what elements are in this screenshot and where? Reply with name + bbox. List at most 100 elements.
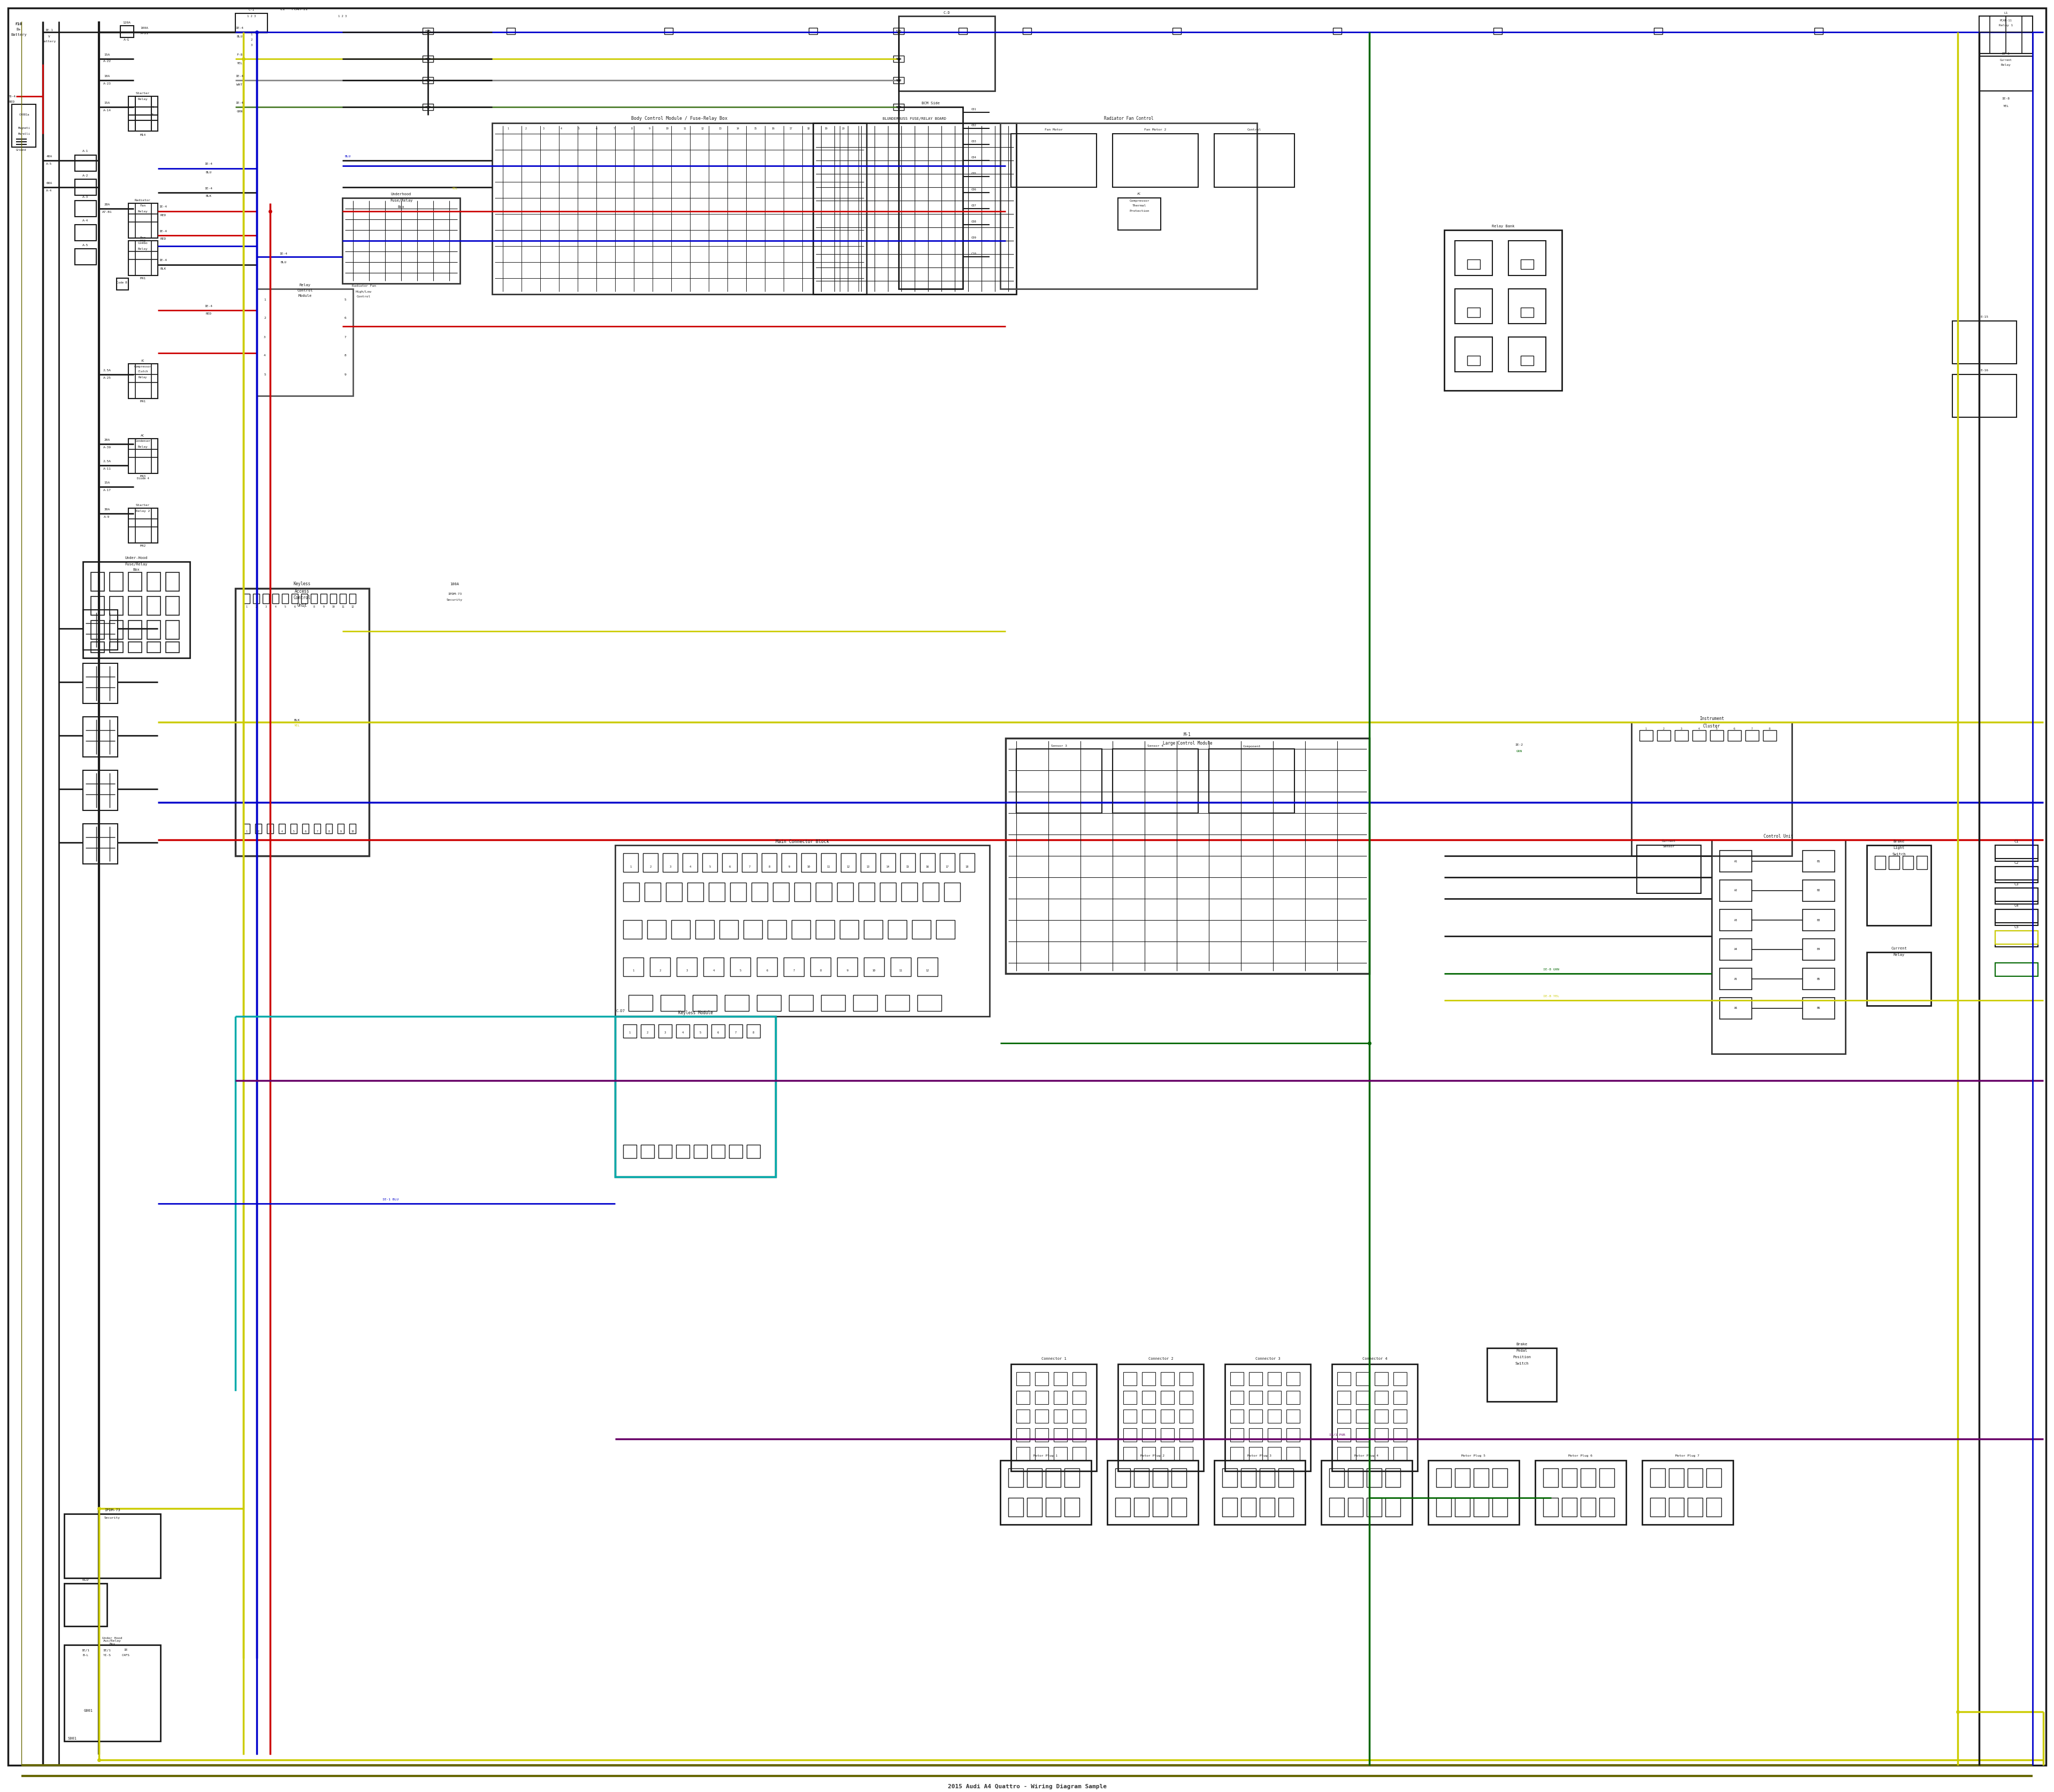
Text: 40A: 40A [45, 154, 51, 158]
Bar [423, 29, 433, 34]
Bar [1045, 1468, 1060, 1487]
Bar [423, 77, 433, 84]
Text: Relay: Relay [138, 247, 148, 251]
Text: C-D7: C-D7 [616, 1009, 624, 1012]
Text: B2: B2 [1818, 889, 1820, 892]
Text: Brake: Brake [1516, 1342, 1528, 1346]
Bar [1649, 1468, 1666, 1487]
Text: C1: C1 [2015, 840, 2019, 842]
Bar [1803, 909, 1834, 930]
Bar [752, 883, 768, 901]
Bar [90, 642, 105, 652]
Text: A2: A2 [1734, 889, 1738, 892]
Text: Pedal: Pedal [1516, 1349, 1528, 1353]
Text: IE-8 YEL: IE-8 YEL [1543, 995, 1559, 998]
Bar [725, 995, 750, 1011]
Bar [1000, 1460, 1091, 1525]
Bar [1980, 56, 2033, 91]
Text: 60A: 60A [45, 181, 51, 185]
Bar [127, 97, 158, 131]
Bar [1064, 1498, 1080, 1516]
Bar [74, 224, 97, 240]
Bar [1249, 1373, 1263, 1385]
Bar [1179, 1391, 1193, 1405]
Bar [902, 883, 918, 901]
Bar [121, 25, 134, 38]
Bar [1249, 1428, 1263, 1441]
Text: Relay: Relay [138, 376, 148, 378]
Text: A-22: A-22 [103, 61, 111, 63]
Text: YI-S: YI-S [103, 1654, 111, 1658]
Bar [1000, 124, 1257, 289]
Bar [622, 919, 641, 939]
Bar [861, 853, 875, 873]
Bar [1142, 1373, 1154, 1385]
Text: 1 2 3: 1 2 3 [339, 14, 347, 18]
Text: Relay 2: Relay 2 [136, 509, 150, 513]
Bar [1707, 1498, 1721, 1516]
Bar [1161, 1391, 1175, 1405]
Bar [1711, 840, 1844, 1054]
Text: A-3: A-3 [82, 195, 88, 199]
Bar [900, 853, 916, 873]
Text: Current: Current [1892, 946, 1906, 950]
Bar [838, 957, 857, 977]
Bar [1107, 1460, 1197, 1525]
Bar [663, 853, 678, 873]
Bar [622, 1145, 637, 1158]
Text: Control: Control [357, 296, 372, 297]
Bar [109, 597, 123, 615]
Text: Connector 4: Connector 4 [1362, 1357, 1386, 1360]
Bar [1329, 1498, 1343, 1516]
Text: High/Low: High/Low [355, 290, 372, 292]
Bar [1117, 197, 1161, 229]
Bar [1674, 729, 1688, 740]
Text: ELD: ELD [82, 1579, 88, 1581]
Bar [1017, 749, 1101, 814]
Bar [711, 1025, 725, 1038]
Bar [1994, 846, 2038, 858]
Bar [1152, 1498, 1167, 1516]
Text: 18: 18 [965, 866, 969, 867]
Text: 10A: 10A [105, 75, 111, 77]
Bar [893, 29, 904, 34]
Bar [1214, 1460, 1304, 1525]
Bar [74, 201, 97, 217]
Bar [893, 56, 904, 63]
Bar [257, 289, 353, 396]
Bar [1384, 1498, 1401, 1516]
Bar [1267, 1428, 1282, 1441]
Bar [709, 883, 725, 901]
Bar [840, 919, 859, 939]
Bar [1719, 909, 1752, 930]
Text: C03: C03 [972, 140, 976, 143]
Bar [74, 156, 97, 172]
Text: C5: C5 [2015, 925, 2019, 928]
Text: F-3: F-3 [896, 79, 902, 82]
Text: F10: F10 [14, 23, 23, 25]
Bar [1134, 1498, 1148, 1516]
Bar [1493, 29, 1501, 34]
Text: 1 2 3: 1 2 3 [246, 14, 257, 18]
Text: B4: B4 [1818, 948, 1820, 952]
Text: 11: 11 [684, 127, 686, 129]
Text: Connector 3: Connector 3 [1255, 1357, 1280, 1360]
Bar [1520, 357, 1534, 366]
Text: GRN: GRN [1516, 751, 1522, 753]
Bar [937, 919, 955, 939]
Bar [1011, 1364, 1097, 1471]
Text: A-4: A-4 [45, 190, 51, 192]
Bar [1124, 1428, 1136, 1441]
Text: BLK: BLK [294, 719, 300, 722]
Text: F-5: F-5 [896, 30, 902, 32]
Bar [645, 883, 661, 901]
Bar [1210, 749, 1294, 814]
Bar [1035, 1391, 1048, 1405]
Bar [1393, 1391, 1407, 1405]
Bar [729, 1025, 741, 1038]
Text: Brake: Brake [1894, 840, 1904, 842]
Text: Body Control Module / Fuse-Relay Box: Body Control Module / Fuse-Relay Box [631, 116, 727, 122]
Text: IE/1: IE/1 [103, 1649, 111, 1652]
Bar [281, 593, 288, 604]
Bar [945, 883, 959, 901]
